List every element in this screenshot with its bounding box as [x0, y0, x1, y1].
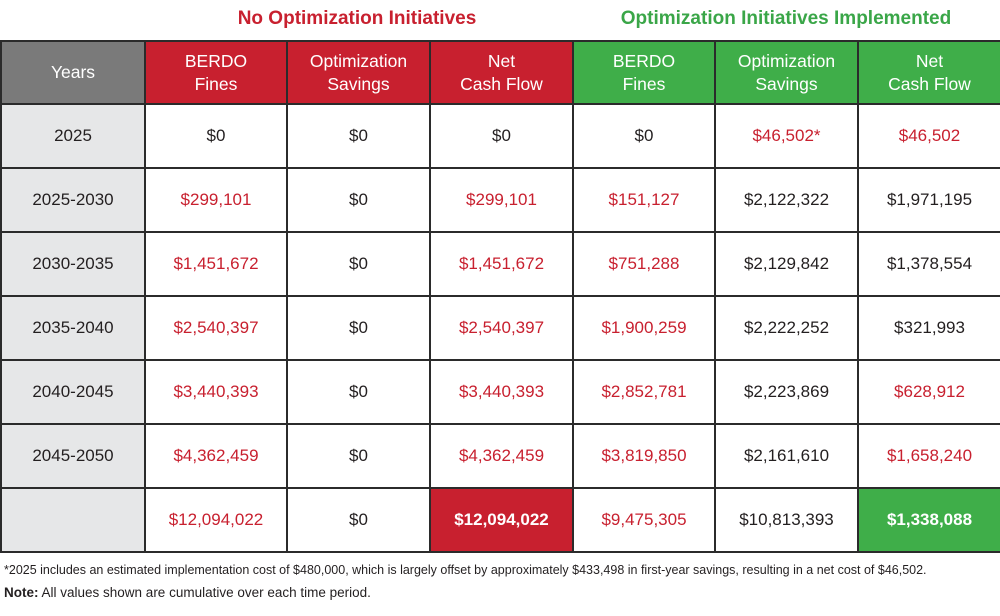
table-cell: $628,912 [857, 359, 1000, 425]
group-title-no-optimization: No Optimization Initiatives [237, 8, 477, 29]
year-cell: 2045-2050 [0, 423, 146, 489]
table-cell: $0 [286, 103, 431, 169]
table-cell: $2,540,397 [144, 295, 288, 361]
footnote: *2025 includes an estimated implementati… [4, 563, 927, 577]
table-row: 2035-2040 $2,540,397 $0 $2,540,397 $1,900,25… [0, 295, 1000, 361]
header-line: Savings [327, 73, 390, 94]
table-cell: $0 [144, 103, 288, 169]
table-cell: $299,101 [429, 167, 574, 233]
year-cell: 2025-2030 [0, 167, 146, 233]
table-cell: $0 [572, 103, 716, 169]
table-cell: $3,440,393 [429, 359, 574, 425]
table-cell: $2,161,610 [714, 423, 859, 489]
group-title-optimization: Optimization Initiatives Implemented [620, 8, 952, 29]
table-cell: $0 [286, 295, 431, 361]
header-line: BERDO [184, 50, 248, 71]
header-line: Optimization [309, 50, 408, 71]
table-cell: $1,378,554 [857, 231, 1000, 297]
table-cell: $0 [429, 103, 574, 169]
table-cell: $1,451,672 [429, 231, 574, 297]
header-line: Fines [194, 73, 238, 94]
table-cell: $10,813,393 [714, 487, 859, 553]
table-cell: $1,451,672 [144, 231, 288, 297]
year-cell: 2035-2040 [0, 295, 146, 361]
table-cell: $3,819,850 [572, 423, 716, 489]
year-cell [0, 487, 146, 553]
header-line: Savings [755, 73, 818, 94]
table-cell: $1,971,195 [857, 167, 1000, 233]
table-cell: $299,101 [144, 167, 288, 233]
table-cell: $2,852,781 [572, 359, 716, 425]
year-cell: 2025 [0, 103, 146, 169]
header-years: Years [0, 40, 146, 105]
berdo-comparison-table: Years BERDO Fines Optimization Savings N… [0, 40, 1000, 553]
year-cell: 2040-2045 [0, 359, 146, 425]
table-cell: $1,658,240 [857, 423, 1000, 489]
table-cell: $1,338,088 [857, 487, 1000, 553]
table-cell: $0 [286, 359, 431, 425]
header-line: Net [915, 50, 944, 71]
table-cell: $2,540,397 [429, 295, 574, 361]
header-net-cash-flow-no-opt: Net Cash Flow [429, 40, 574, 105]
table-cell: $1,900,259 [572, 295, 716, 361]
table-cell: $2,222,252 [714, 295, 859, 361]
note-label: Note: [4, 585, 39, 600]
table-row: 2025 $0 $0 $0 $0 $46,502* $46,502 [0, 103, 1000, 169]
table-cell: $151,127 [572, 167, 716, 233]
table-body: 2025 $0 $0 $0 $0 $46,502* $46,502 2025-2030 $299… [0, 103, 1000, 553]
table-row: 2045-2050 $4,362,459 $0 $4,362,459 $3,819,85… [0, 423, 1000, 489]
header-line: BERDO [612, 50, 676, 71]
total-row: $12,094,022 $0 $12,094,022 $9,475,305 $10,81… [0, 487, 1000, 553]
table-cell: $0 [286, 423, 431, 489]
header-line: Optimization [737, 50, 836, 71]
header-berdo-fines-no-opt: BERDO Fines [144, 40, 288, 105]
header-line: Cash Flow [888, 73, 971, 94]
table-row: 2030-2035 $1,451,672 $0 $1,451,672 $751,288 $… [0, 231, 1000, 297]
table-cell: $46,502* [714, 103, 859, 169]
table-cell: $46,502 [857, 103, 1000, 169]
table-cell: $3,440,393 [144, 359, 288, 425]
table-cell: $321,993 [857, 295, 1000, 361]
year-cell: 2030-2035 [0, 231, 146, 297]
table-cell: $9,475,305 [572, 487, 716, 553]
table-cell: $12,094,022 [144, 487, 288, 553]
table-cell: $0 [286, 487, 431, 553]
header-line: Fines [622, 73, 666, 94]
header-line: Net [487, 50, 516, 71]
note-text: All values shown are cumulative over eac… [38, 585, 371, 600]
table-cell: $2,223,869 [714, 359, 859, 425]
table-cell: $0 [286, 231, 431, 297]
header-line: Cash Flow [460, 73, 543, 94]
header-net-cash-flow-opt: Net Cash Flow [857, 40, 1000, 105]
header-row: Years BERDO Fines Optimization Savings N… [0, 40, 1000, 105]
table-cell: $4,362,459 [429, 423, 574, 489]
table-cell: $0 [286, 167, 431, 233]
table-row: 2025-2030 $299,101 $0 $299,101 $151,127 $2,12… [0, 167, 1000, 233]
header-berdo-fines-opt: BERDO Fines [572, 40, 716, 105]
header-optimization-savings-opt: Optimization Savings [714, 40, 859, 105]
table-cell: $751,288 [572, 231, 716, 297]
note: Note: All values shown are cumulative ov… [4, 585, 998, 600]
table-cell: $2,122,322 [714, 167, 859, 233]
table-cell: $4,362,459 [144, 423, 288, 489]
table-cell: $2,129,842 [714, 231, 859, 297]
table-row: 2040-2045 $3,440,393 $0 $3,440,393 $2,852,78… [0, 359, 1000, 425]
table-cell: $12,094,022 [429, 487, 574, 553]
header-optimization-savings-no-opt: Optimization Savings [286, 40, 431, 105]
